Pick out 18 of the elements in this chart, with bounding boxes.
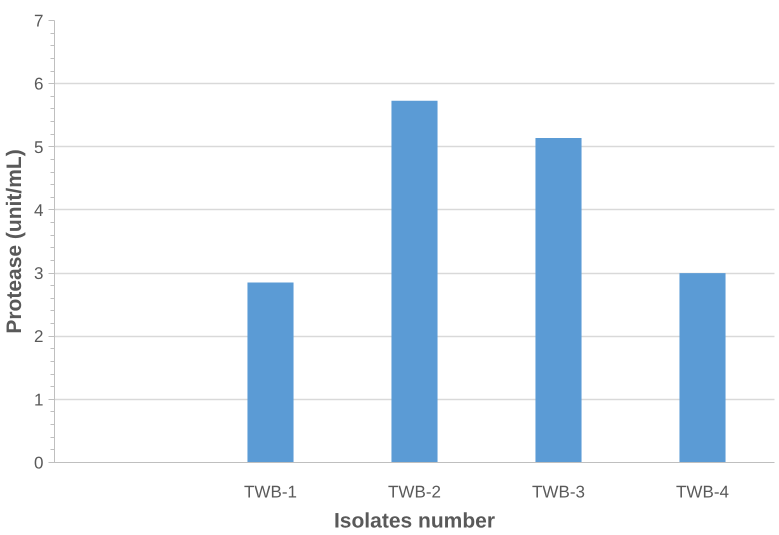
y-axis-title: Protease (unit/mL) — [3, 149, 26, 334]
y-tick-label: 4 — [34, 200, 44, 220]
y-tick-label: 6 — [34, 74, 44, 94]
bar — [679, 273, 726, 462]
bar — [247, 282, 294, 462]
bar — [391, 100, 438, 462]
bar — [535, 138, 582, 462]
y-tick-label: 7 — [34, 12, 44, 30]
x-tick-label: TWB-4 — [676, 482, 729, 502]
x-tick-label: TWB-1 — [244, 482, 297, 502]
x-tick-label: TWB-2 — [388, 482, 441, 502]
y-tick-label: 0 — [34, 454, 44, 472]
x-tick-label: TWB-3 — [532, 482, 585, 502]
y-tick-label: 5 — [34, 138, 44, 157]
x-axis-title: Isolates number — [334, 510, 496, 532]
y-tick-label: 2 — [34, 327, 44, 346]
y-tick-label: 3 — [34, 264, 44, 284]
y-tick-label: 1 — [34, 390, 44, 410]
